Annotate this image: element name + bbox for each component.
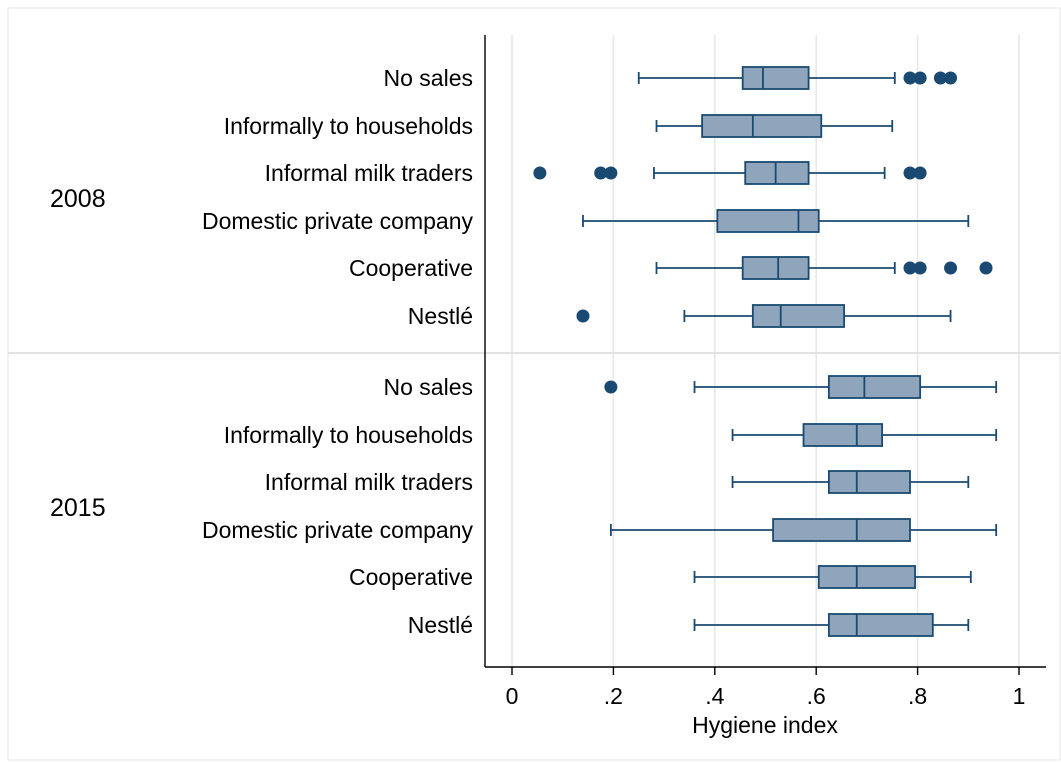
category-label: No sales: [384, 374, 473, 400]
outlier-point: [913, 261, 927, 275]
box-series: [533, 66, 998, 637]
category-label: Cooperative: [349, 564, 473, 590]
box-item: [576, 304, 952, 328]
x-tick-label: .4: [705, 683, 724, 709]
outlier-point: [903, 261, 917, 275]
iqr-box: [741, 256, 810, 280]
iqr-box: [751, 304, 845, 328]
iqr-box: [744, 161, 810, 185]
outlier-point: [913, 166, 927, 180]
iqr-box: [827, 470, 911, 494]
outlier-point: [944, 71, 958, 85]
box-item: [655, 256, 993, 280]
outlier-point: [604, 166, 618, 180]
box-item: [731, 423, 998, 447]
axes: 0 .2 .4 .6 .8 1: [484, 35, 1046, 709]
category-label: Nestlé: [408, 303, 473, 329]
box-item: [693, 565, 972, 589]
category-labels: 2008 No sales Informally to households Info…: [50, 65, 473, 638]
outlier-point: [533, 166, 547, 180]
category-label: Informal milk traders: [265, 469, 473, 495]
box-item: [609, 518, 998, 542]
outlier-point: [903, 71, 917, 85]
x-tick-label: .2: [604, 683, 623, 709]
iqr-box: [716, 209, 820, 233]
category-label: No sales: [384, 65, 473, 91]
x-axis-title: Hygiene index: [692, 712, 838, 738]
x-tick-label: 1: [1013, 683, 1026, 709]
box-item: [582, 209, 970, 233]
group-label: 2008: [50, 185, 106, 213]
box-item: [731, 470, 970, 494]
outlier-point: [979, 261, 993, 275]
category-label: Domestic private company: [202, 208, 473, 234]
x-tick-label: .6: [807, 683, 826, 709]
iqr-box: [802, 423, 884, 447]
iqr-box: [817, 565, 916, 589]
iqr-box: [827, 613, 934, 637]
box-item: [533, 161, 927, 185]
iqr-box: [827, 375, 922, 399]
box-item: [637, 66, 958, 90]
group-label: 2015: [50, 494, 106, 522]
category-label: Informal milk traders: [265, 160, 473, 186]
outlier-point: [604, 380, 618, 394]
outlier-point: [903, 166, 917, 180]
outlier-point: [576, 309, 590, 323]
category-label: Informally to households: [224, 113, 473, 139]
iqr-box: [741, 66, 810, 90]
outlier-point: [594, 166, 608, 180]
box-item: [693, 613, 970, 637]
outlier-point: [913, 71, 927, 85]
category-label: Domestic private company: [202, 517, 473, 543]
iqr-box: [772, 518, 911, 542]
category-label: Cooperative: [349, 255, 473, 281]
box-item: [604, 375, 998, 399]
category-label: Informally to households: [224, 422, 473, 448]
grid-lines: [511, 35, 1020, 667]
box-item: [655, 114, 894, 138]
x-tick-label: .8: [908, 683, 927, 709]
outlier-point: [933, 71, 947, 85]
x-tick-label: 0: [506, 683, 519, 709]
iqr-box: [701, 114, 823, 138]
outlier-point: [944, 261, 958, 275]
category-label: Nestlé: [408, 612, 473, 638]
